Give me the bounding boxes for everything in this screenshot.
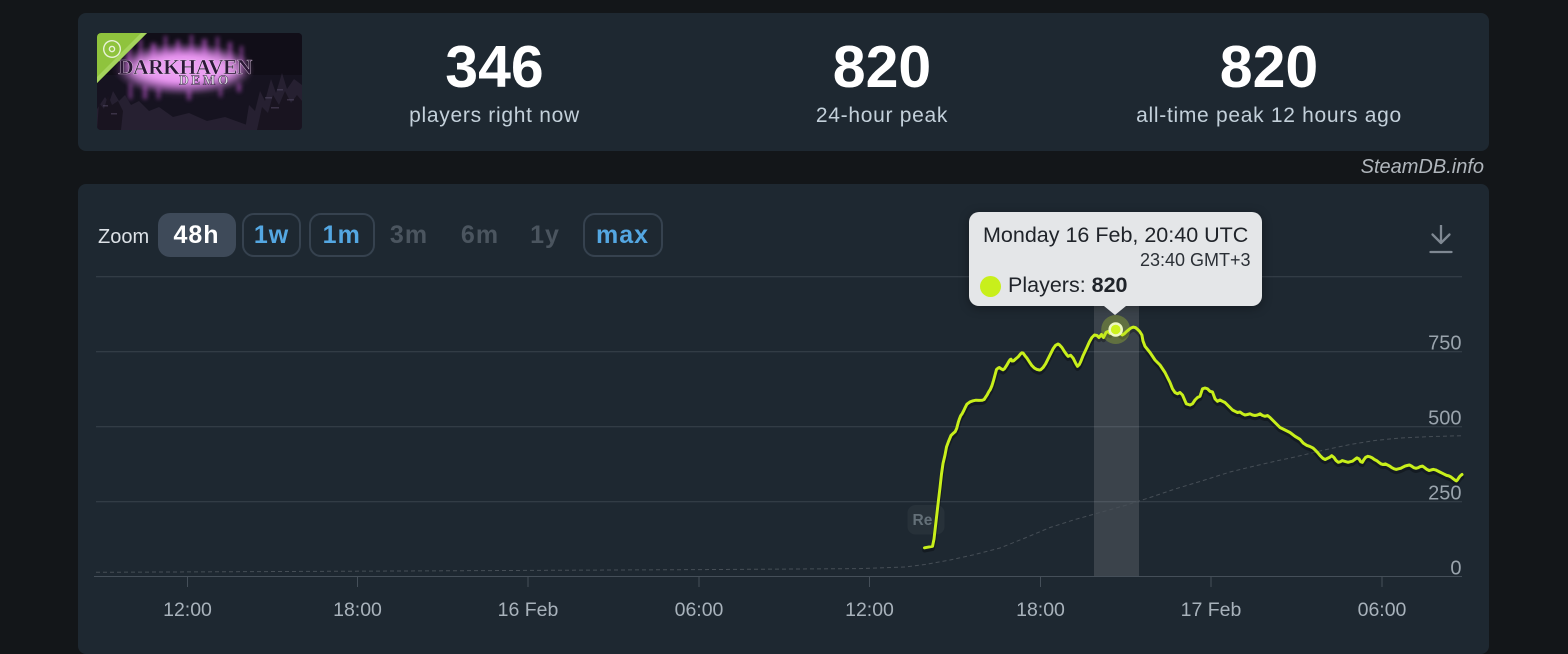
svg-text:500: 500 (1428, 408, 1461, 430)
svg-text:12:00: 12:00 (163, 599, 212, 621)
svg-text:18:00: 18:00 (1016, 599, 1065, 621)
svg-text:16 Feb: 16 Feb (498, 599, 559, 621)
svg-text:DARKHAVEN: DARKHAVEN (118, 55, 253, 79)
svg-text:0: 0 (1450, 557, 1461, 579)
svg-text:18:00: 18:00 (333, 599, 382, 621)
svg-text:250: 250 (1428, 482, 1461, 504)
svg-text:12:00: 12:00 (845, 599, 894, 621)
svg-text:06:00: 06:00 (675, 599, 724, 621)
svg-text:17 Feb: 17 Feb (1181, 599, 1242, 621)
svg-text:Re: Re (913, 512, 933, 529)
svg-text:06:00: 06:00 (1358, 599, 1407, 621)
svg-text:750: 750 (1428, 333, 1461, 355)
svg-text:DEMO: DEMO (179, 73, 231, 88)
